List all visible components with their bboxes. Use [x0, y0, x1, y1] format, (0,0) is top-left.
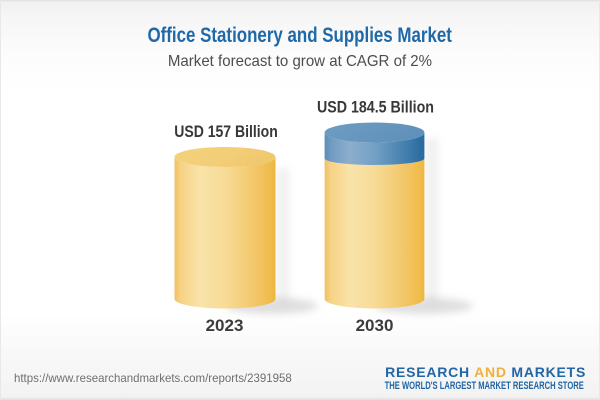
svg-text:USD 157 Billion: USD 157 Billion	[174, 123, 278, 141]
svg-text:USD 184.5 Billion: USD 184.5 Billion	[317, 99, 434, 117]
svg-text:2023: 2023	[206, 316, 244, 335]
svg-text:2030: 2030	[356, 316, 394, 335]
